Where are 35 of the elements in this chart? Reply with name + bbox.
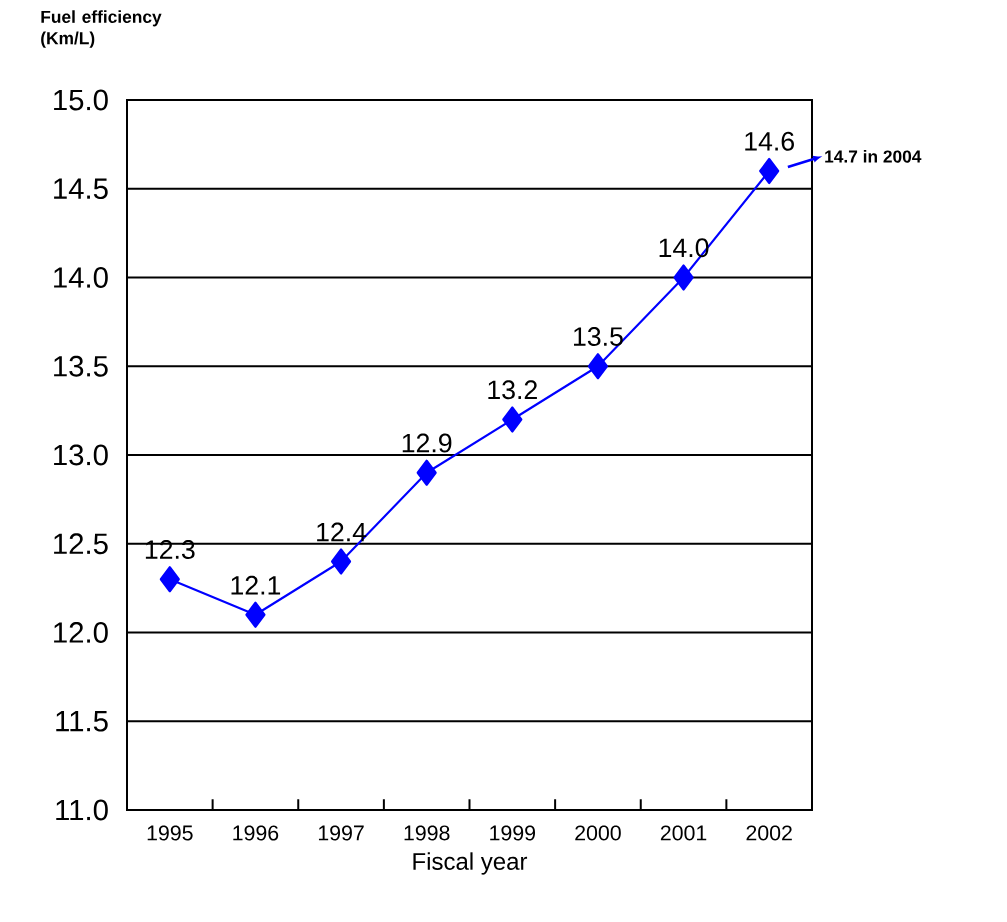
text: 14.7 in 2004	[825, 149, 922, 163]
x-tick-label: 1998	[404, 825, 450, 841]
y-axis-title: Fuel efficiency (Km/L)	[41, 10, 162, 48]
x-axis-title: Fiscal year	[413, 852, 528, 875]
y-tick-label: 15.0	[54, 89, 108, 111]
data-label: 14.6	[745, 131, 794, 151]
data-label: 13.5	[574, 327, 623, 346]
data-label: 12.4	[317, 522, 367, 542]
x-tick-label: 1995	[147, 825, 193, 841]
x-tick-label: 2002	[746, 825, 792, 841]
y-tick-label: 12.5	[54, 533, 108, 555]
y-tick-label: 12.0	[54, 622, 108, 643]
x-tick-label: 1997	[318, 825, 364, 841]
point	[159, 566, 180, 593]
y-tick-label: 14.0	[54, 267, 108, 288]
point	[330, 548, 352, 575]
y-tick-label: 13.5	[54, 355, 108, 377]
point	[587, 353, 609, 380]
y-tick-label: 13.0	[54, 444, 108, 466]
y-tick-label: 11.5	[56, 711, 108, 732]
point	[245, 601, 266, 628]
x-tick-label: 1999	[490, 825, 536, 841]
point	[673, 264, 694, 291]
x-tick-label: 2001	[660, 825, 707, 841]
x-tick-label: 1996	[233, 825, 279, 841]
x-tick-label: 2000	[575, 825, 621, 841]
y-tick-label: 11.0	[56, 799, 108, 821]
data-label: 14.0	[659, 238, 709, 258]
data-label: 12.1	[231, 575, 281, 595]
data-label: 13.2	[488, 380, 537, 400]
point	[759, 157, 780, 185]
point	[416, 459, 437, 486]
point	[502, 406, 523, 433]
y-tick-label: 14.5	[54, 178, 108, 199]
data-label: 12.9	[402, 433, 452, 453]
